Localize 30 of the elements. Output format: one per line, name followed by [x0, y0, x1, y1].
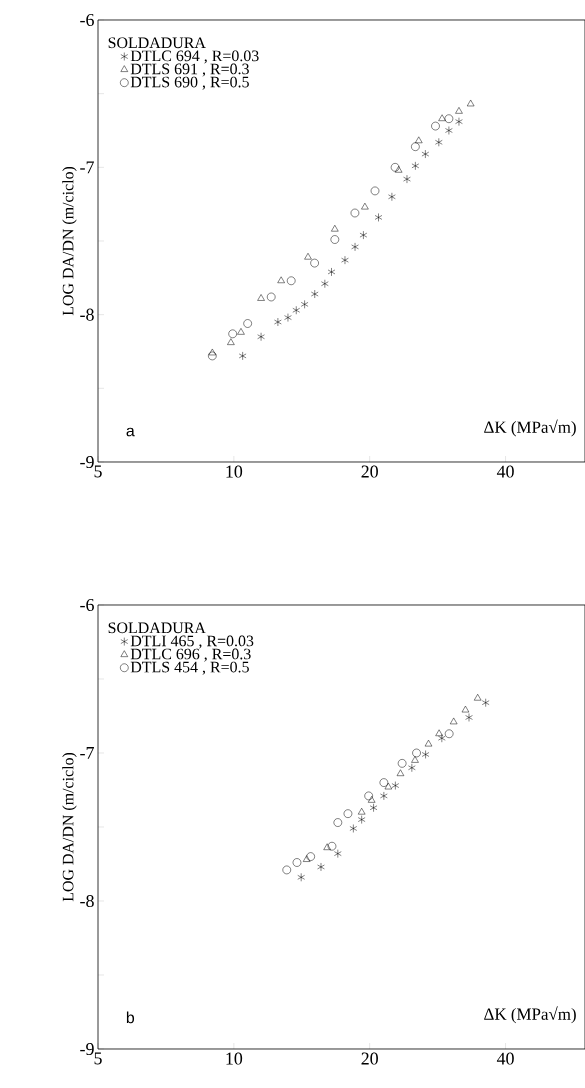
legend-title: SOLDADURA	[108, 37, 206, 49]
y-axis-title: LOG DA/DN (m/ciclo)	[62, 752, 77, 902]
x-tick-label: 20	[361, 465, 378, 478]
y-tick-label: -9	[80, 1042, 94, 1056]
y-axis-title: LOG DA/DN (m/ciclo)	[62, 166, 77, 316]
legend-label: DTLC 694 , R=0.03	[130, 50, 259, 64]
x-tick-label: 10	[226, 1052, 242, 1065]
y-tick-label: -8	[80, 308, 94, 321]
legend-label: DTLS 454 , R=0.5	[130, 661, 249, 675]
y-tick-label: -8	[80, 894, 94, 908]
y-tick-label: -7	[80, 747, 94, 759]
x-axis-title: ΔK (MPa√m)	[483, 419, 576, 437]
y-tick-label: -6	[80, 598, 94, 612]
x-tick-label: 5	[94, 465, 102, 478]
legend-label: DTLC 696 , R=0.3	[130, 648, 251, 662]
x-tick-label: 20	[361, 1052, 378, 1065]
x-tick-label: 10	[226, 465, 242, 478]
legend-label: DTLS 690 , R=0.5	[130, 76, 249, 90]
annotation: b	[126, 1011, 134, 1024]
x-tick-label: 40	[496, 465, 514, 478]
legend-label: DTLS 691 , R=0.3	[130, 63, 249, 77]
y-tick-label: -7	[80, 161, 94, 174]
y-tick-label: -9	[80, 455, 94, 469]
y-tick-label: -6	[80, 13, 94, 27]
legend-label: DTLI 465 , R=0.03	[130, 635, 254, 649]
legend-title: SOLDADURA	[108, 622, 206, 634]
x-axis-title: ΔK (MPa√m)	[483, 1006, 576, 1024]
annotation: a	[126, 427, 135, 437]
x-tick-label: 5	[94, 1052, 102, 1065]
x-tick-label: 40	[496, 1052, 514, 1065]
